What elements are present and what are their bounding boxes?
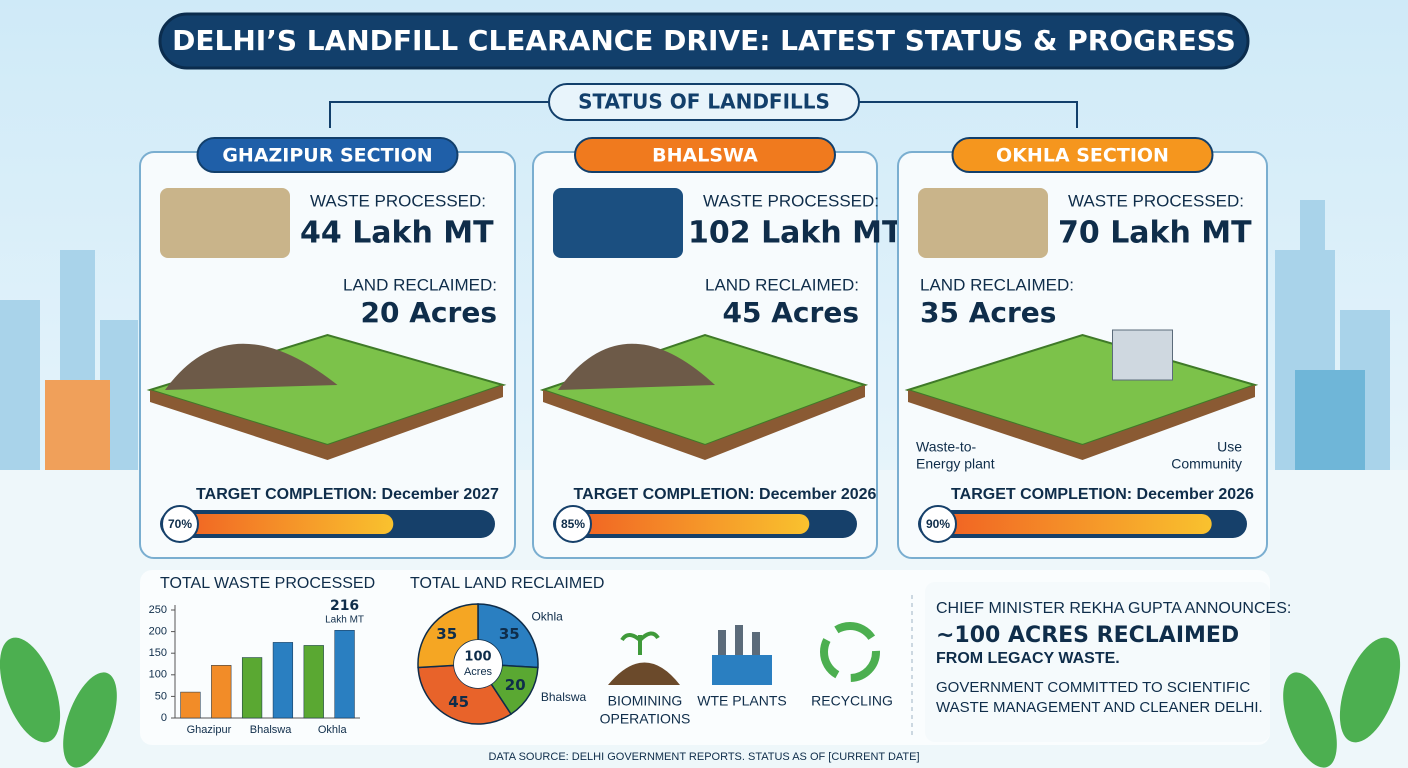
- chart-title: TOTAL WASTE PROCESSED: [160, 575, 375, 592]
- subtitle: STATUS OF LANDFILLS: [578, 90, 830, 114]
- bar: [334, 630, 355, 719]
- donut-center: [454, 640, 502, 688]
- announcement-body: GOVERNMENT COMMITTED TO SCIENTIFIC: [936, 679, 1250, 696]
- waste-mound: [558, 343, 715, 390]
- bar: [303, 645, 324, 719]
- progress-fill: [921, 514, 1212, 534]
- bar: [180, 691, 201, 719]
- y-tick-label: 50: [155, 690, 167, 702]
- title-banner: [158, 12, 1250, 70]
- bar: [211, 665, 232, 719]
- initiative-label: WTE PLANTS: [697, 693, 786, 709]
- center-unit: Acres: [464, 666, 493, 678]
- waste-label: WASTE PROCESSED:: [703, 191, 879, 210]
- site-name-pill: [951, 137, 1214, 173]
- progress-badge: [161, 505, 199, 543]
- site-photo: [553, 188, 683, 258]
- land-edge: [543, 385, 865, 460]
- target-completion: TARGET COMPLETION: December 2026: [951, 486, 1254, 503]
- progress-label: 85%: [561, 517, 585, 531]
- title: DELHI’S LANDFILL CLEARANCE DRIVE: LATEST…: [172, 24, 1236, 57]
- progress-label: 70%: [168, 517, 192, 531]
- bar: [272, 642, 294, 719]
- y-tick-label: 150: [149, 647, 167, 659]
- footer: DATA SOURCE: DELHI GOVERNMENT REPORTS. S…: [488, 751, 919, 763]
- bar-annotation: 216: [330, 598, 359, 614]
- waste-value: 102 Lakh MT: [688, 216, 903, 251]
- site-note: Community: [1171, 456, 1242, 472]
- biomining-icon: [608, 631, 680, 685]
- segment-category: Okhla: [531, 610, 563, 624]
- sites: GHAZIPUR SECTION WASTE PROCESSED: 44 Lakh …: [139, 137, 1268, 559]
- land-value: 35 Acres: [920, 296, 1056, 329]
- waste-mound: [165, 343, 338, 390]
- wte-icon: [712, 625, 772, 685]
- site-note: Use: [1217, 439, 1242, 455]
- segment-category: Bhalswa: [541, 690, 587, 704]
- leaves: [0, 637, 1401, 768]
- charts: TOTAL WASTE PROCESSED 0 50 100 150 200 250 Ghaz…: [149, 575, 605, 736]
- site-name: BHALSWA: [652, 145, 758, 167]
- bar-annotation: Lakh MT: [325, 615, 364, 626]
- announcement-body: WASTE MANAGEMENT AND CLEANER DELHI.: [936, 699, 1263, 716]
- land-edge: [150, 385, 503, 460]
- segment-label: 35: [436, 625, 457, 643]
- segment-label: 20: [505, 676, 526, 694]
- announcement-headline: ~100 ACRES RECLAIMED: [936, 623, 1239, 648]
- x-tick-label: Ghazipur: [187, 724, 232, 736]
- recycling-icon: [820, 622, 880, 682]
- site-photo: [918, 188, 1048, 258]
- x-tick-label: Okhla: [318, 724, 348, 736]
- initiatives: BIOMINING OPERATIONS WTE PLANTS RECYCLING: [600, 693, 893, 727]
- connector: [329, 101, 1078, 128]
- y-tick-label: 100: [149, 669, 167, 681]
- building: [45, 380, 110, 470]
- site-note: Energy plant: [916, 456, 995, 472]
- x-tick-label: Bhalswa: [250, 724, 292, 736]
- chart-title: TOTAL LAND RECLAIMED: [410, 575, 604, 592]
- y-tick-label: 200: [149, 626, 167, 638]
- site-name: GHAZIPUR SECTION: [222, 145, 432, 167]
- target-completion: TARGET COMPLETION: December 2027: [196, 486, 499, 503]
- initiative-label: OPERATIONS: [600, 711, 691, 727]
- progress-label: 90%: [926, 517, 950, 531]
- progress-badge: [554, 505, 592, 543]
- initiative-label: BIOMINING: [608, 693, 683, 709]
- progress-fill: [556, 514, 810, 534]
- progress-fill: [163, 514, 394, 534]
- target-completion: TARGET COMPLETION: December 2026: [574, 486, 877, 503]
- land-label: LAND RECLAIMED:: [705, 275, 859, 294]
- site-photo: [160, 188, 290, 258]
- waste-label: WASTE PROCESSED:: [1068, 191, 1244, 210]
- initiative-label: RECYCLING: [811, 693, 893, 709]
- site-name-pill: [574, 137, 836, 173]
- waste-value: 70 Lakh MT: [1058, 216, 1252, 251]
- site-note: Waste-to-: [916, 439, 976, 455]
- bar: [241, 657, 263, 719]
- land-value: 20 Acres: [361, 296, 497, 329]
- announcement-box: [925, 582, 1270, 742]
- land-label: LAND RECLAIMED:: [920, 275, 1074, 294]
- y-tick-label: 250: [149, 604, 167, 616]
- segment-label: 35: [499, 625, 520, 643]
- land-edge: [908, 385, 1255, 460]
- site-name: OKHLA SECTION: [996, 145, 1169, 167]
- waste-value: 44 Lakh MT: [300, 216, 494, 251]
- waste-label: WASTE PROCESSED:: [310, 191, 486, 210]
- land-label: LAND RECLAIMED:: [343, 275, 497, 294]
- y-tick-label: 0: [161, 712, 167, 724]
- building: [1295, 370, 1365, 470]
- segment-label: 45: [448, 693, 469, 711]
- plant-building: [1112, 329, 1173, 381]
- land-value: 45 Acres: [723, 296, 859, 329]
- center-value: 100: [464, 650, 491, 665]
- progress-badge: [919, 505, 957, 543]
- site-name-pill: [196, 137, 459, 173]
- announcement-lead: CHIEF MINISTER REKHA GUPTA ANNOUNCES:: [936, 600, 1291, 617]
- announcement-sub: FROM LEGACY WASTE.: [936, 650, 1120, 667]
